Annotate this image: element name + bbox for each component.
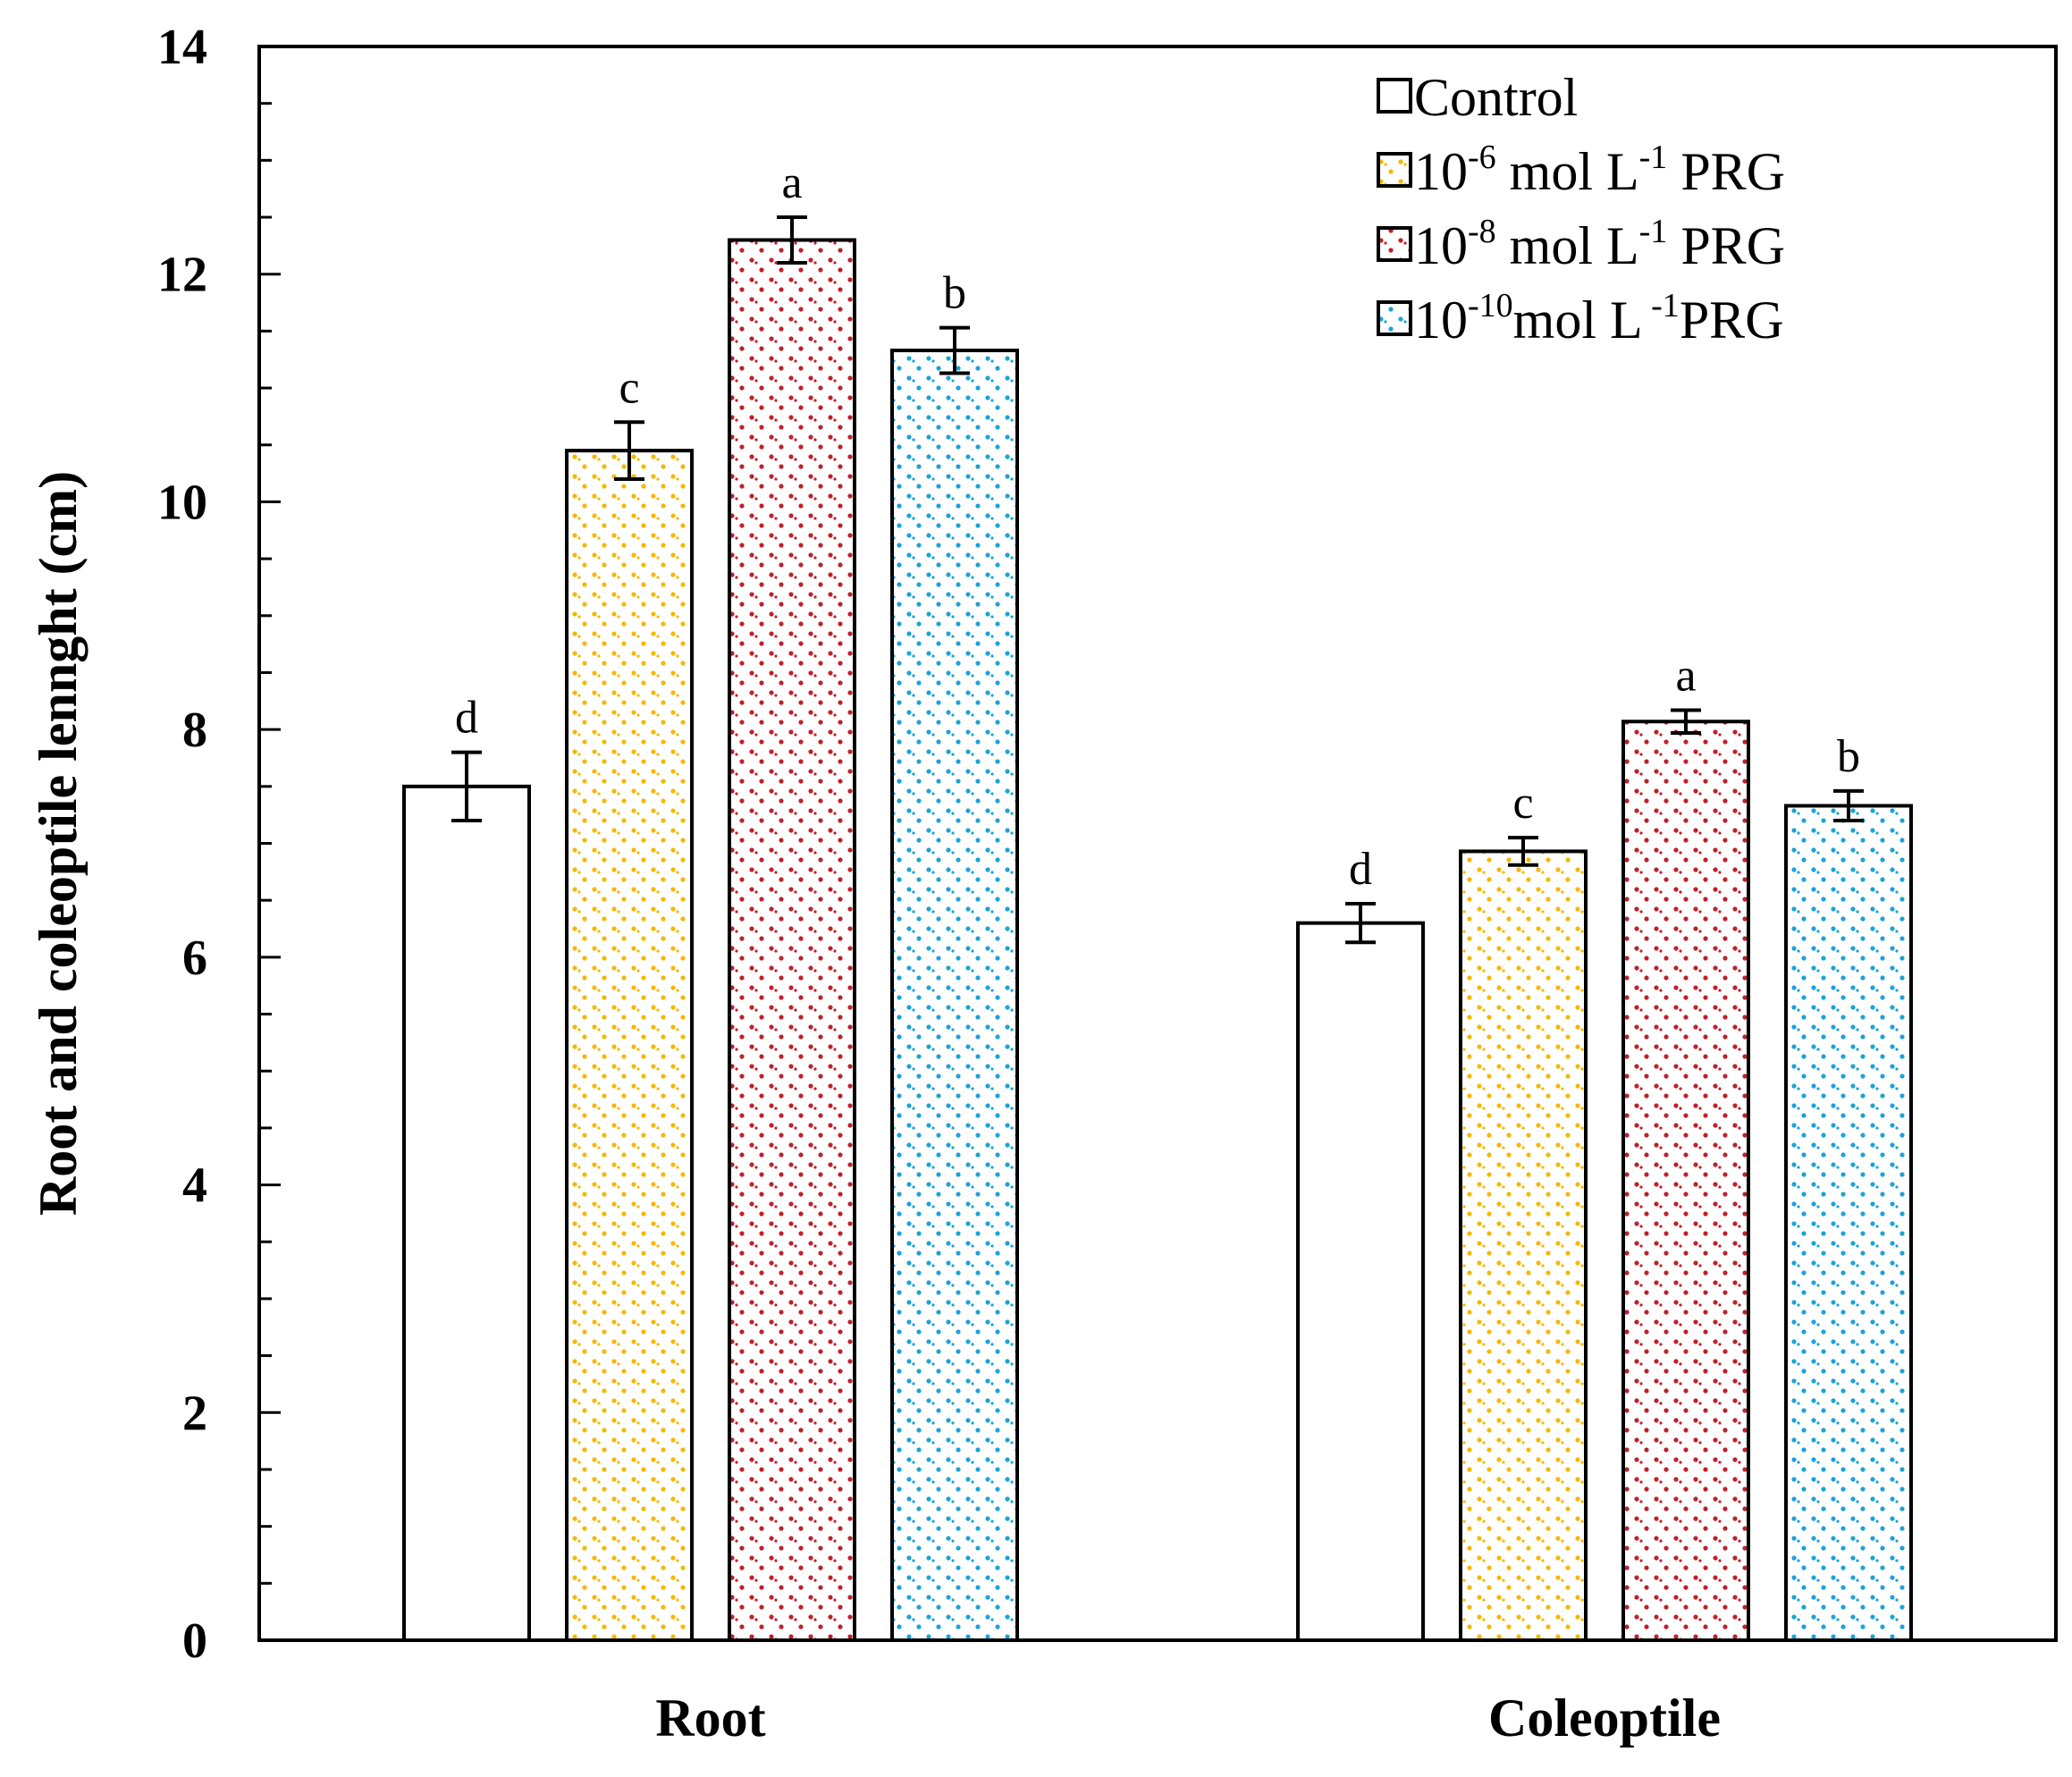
legend-swatch <box>1377 78 1412 114</box>
bar-root-series-1 <box>565 449 694 1643</box>
x-category-label-root: Root <box>655 1689 765 1748</box>
legend-label: Control <box>1414 68 1578 127</box>
legend-entry-0: Control <box>1377 68 1578 127</box>
legend: Control 10-6 mol L-1 PRG 10-8 mol L-1 PRG 1… <box>1377 68 1785 350</box>
y-tick-label: 0 <box>182 1613 207 1669</box>
legend-swatch <box>1377 152 1412 188</box>
legend-label: 10-10mol L -1PRG <box>1414 287 1784 350</box>
significance-letter: b <box>1837 731 1860 782</box>
significance-letter: d <box>455 693 478 744</box>
y-tick-label: 4 <box>182 1158 207 1214</box>
significance-letter: b <box>943 268 966 319</box>
legend-swatch <box>1377 300 1412 336</box>
legend-label: 10-6 mol L-1 PRG <box>1414 139 1785 201</box>
x-category-label-coleoptile: Coleoptile <box>1488 1689 1721 1748</box>
bar-coleoptile-series-3 <box>1784 804 1913 1642</box>
bar-root-series-3 <box>890 349 1019 1642</box>
y-axis-title: Root and coleoptile lennght (cm) <box>29 471 88 1216</box>
axes: Root Coleoptile 0 2 4 6 8 10 12 14 Root and coleop… <box>29 20 2058 1748</box>
y-tick-label: 6 <box>182 931 207 986</box>
significance-letter: a <box>781 157 802 208</box>
legend-entry-1: 10-6 mol L-1 PRG <box>1377 139 1785 201</box>
significance-letter: c <box>619 362 639 413</box>
y-tick-label: 8 <box>182 703 207 758</box>
significance-letter: a <box>1675 650 1696 701</box>
legend-swatch <box>1377 226 1412 262</box>
bar-root-series-2 <box>728 238 856 1642</box>
significance-letter: d <box>1349 844 1372 895</box>
legend-entry-2: 10-8 mol L-1 PRG <box>1377 213 1785 275</box>
bar-coleoptile-series-1 <box>1459 849 1588 1642</box>
legend-label: 10-8 mol L-1 PRG <box>1414 213 1785 275</box>
plot-area: d c a b d c a b <box>402 157 1913 1643</box>
y-tick-label: 14 <box>157 20 207 75</box>
y-tick-label: 2 <box>182 1385 207 1441</box>
significance-letter: c <box>1512 778 1533 829</box>
y-tick-label: 10 <box>157 475 207 530</box>
bar-root-series-0 <box>402 784 531 1642</box>
bar-coleoptile-series-0 <box>1296 921 1425 1642</box>
bar-coleoptile-series-2 <box>1621 720 1750 1642</box>
y-tick-label: 12 <box>157 248 207 303</box>
legend-entry-3: 10-10mol L -1PRG <box>1377 287 1784 350</box>
